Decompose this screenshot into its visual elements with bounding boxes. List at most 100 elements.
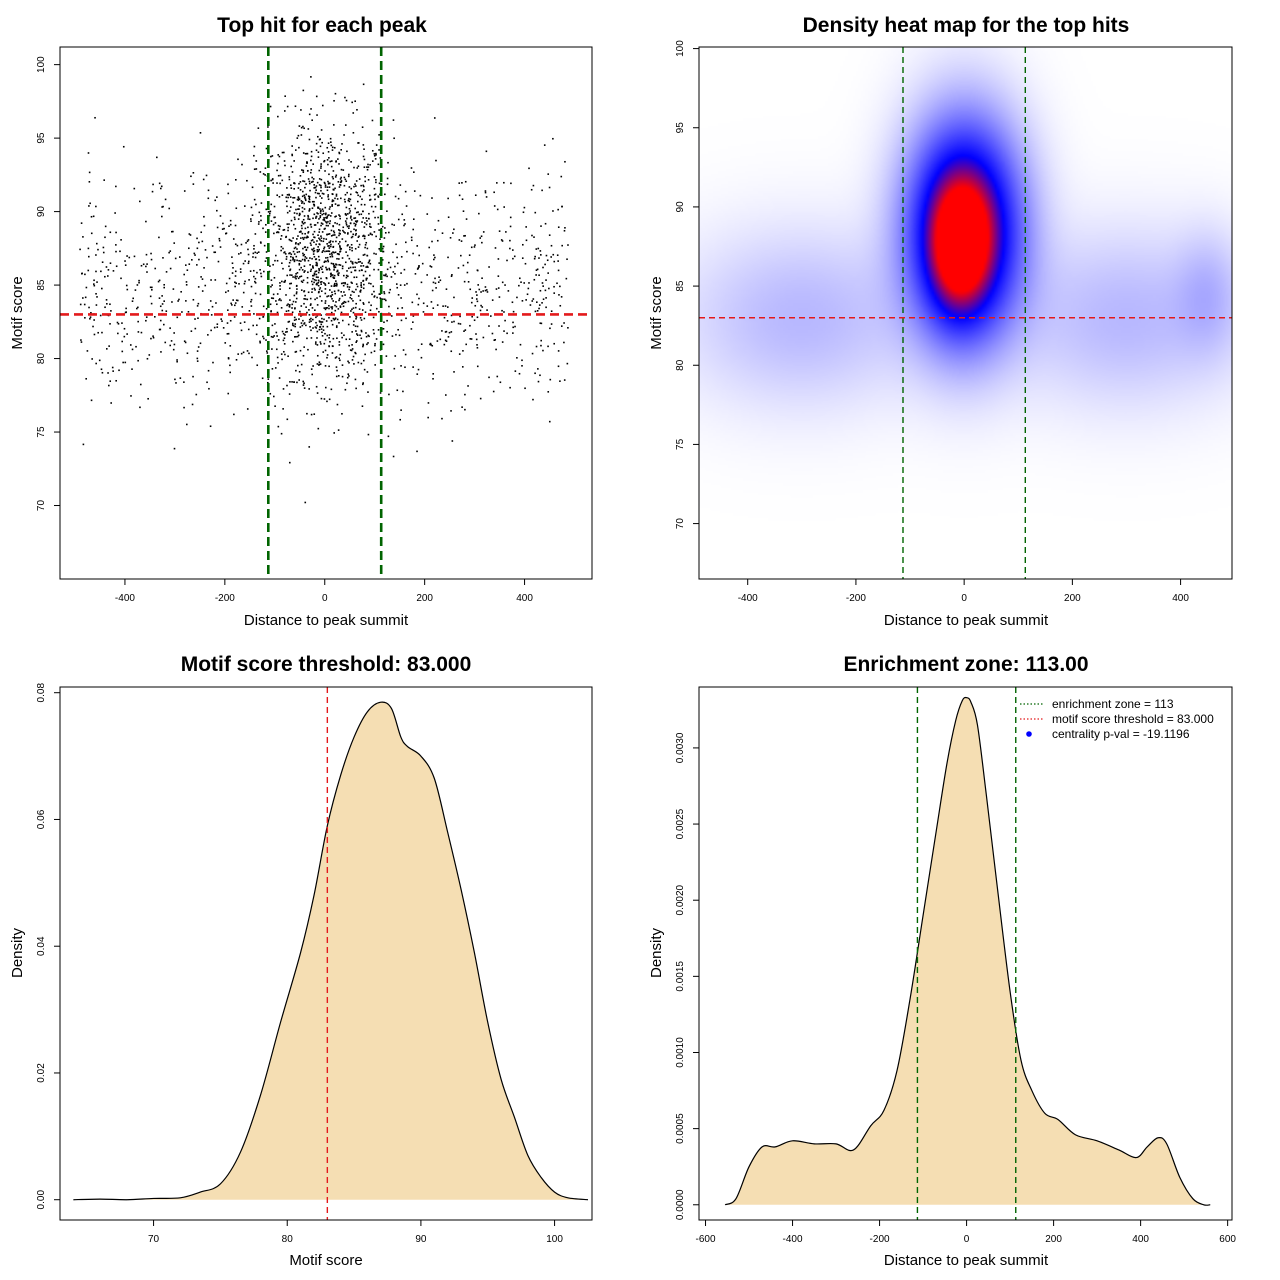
scatter-point xyxy=(362,303,365,305)
scatter-point xyxy=(151,190,154,193)
scatter-point xyxy=(282,332,285,335)
scatter-point xyxy=(342,282,345,284)
scatter-point xyxy=(250,220,252,223)
scatter-point xyxy=(294,242,297,245)
scatter-point xyxy=(95,254,97,256)
scatter-point xyxy=(422,302,425,305)
scatter-point xyxy=(323,219,326,222)
scatter-point xyxy=(270,310,272,313)
scatter-point xyxy=(324,302,327,304)
scatter-point xyxy=(290,253,293,256)
scatter-point xyxy=(536,310,539,312)
scatter-point xyxy=(541,302,543,304)
scatter-point xyxy=(333,234,336,236)
scatter-point xyxy=(435,287,437,289)
scatter-point xyxy=(334,357,337,359)
scatter-point xyxy=(214,279,217,281)
scatter-point xyxy=(505,231,507,233)
scatter-point xyxy=(187,310,190,313)
scatter-point xyxy=(363,317,366,320)
scatter-point xyxy=(294,276,296,279)
scatter-point xyxy=(357,295,360,297)
scatter-point xyxy=(255,203,257,206)
scatter-point xyxy=(338,186,341,188)
scatter-point xyxy=(296,364,299,367)
scatter-point xyxy=(533,236,535,238)
scatter-point xyxy=(348,246,351,249)
scatter-point xyxy=(136,307,138,310)
scatter-point xyxy=(234,285,236,288)
scatter-point xyxy=(338,272,340,274)
scatter-point xyxy=(293,223,295,226)
scatter-point xyxy=(520,281,522,283)
scatter-point xyxy=(355,283,358,285)
scatter-point xyxy=(264,167,267,169)
scatter-point xyxy=(318,237,320,240)
scatter-point xyxy=(282,229,285,231)
scatter-point xyxy=(357,246,360,248)
scatter-point xyxy=(254,280,256,283)
scatter-point xyxy=(393,224,395,226)
scatter-point xyxy=(253,248,255,250)
scatter-point xyxy=(362,359,365,362)
scatter-point xyxy=(442,305,444,307)
scatter-point xyxy=(123,335,126,338)
scatter-point xyxy=(355,276,358,279)
scatter-point xyxy=(243,282,246,285)
scatter-point xyxy=(328,345,330,347)
scatter-point xyxy=(413,171,415,173)
scatter-point xyxy=(139,383,142,386)
scatter-point xyxy=(485,150,488,153)
scatter-point xyxy=(317,271,320,274)
scatter-point xyxy=(221,228,224,230)
scatter-point xyxy=(323,318,325,321)
scatter-point xyxy=(486,309,488,311)
scatter-point xyxy=(240,352,243,355)
scatter-point xyxy=(272,182,274,184)
scatter-point xyxy=(349,296,352,299)
scatter-point xyxy=(390,276,393,278)
scatter-point xyxy=(378,149,380,151)
scatter-point xyxy=(315,217,317,219)
scatter-point xyxy=(314,258,317,261)
scatter-point xyxy=(216,323,219,325)
scatter-point xyxy=(432,307,435,309)
scatter-point xyxy=(379,297,382,300)
scatter-point xyxy=(239,268,242,270)
scatter-point xyxy=(334,292,337,295)
scatter-point xyxy=(244,280,246,283)
scatter-point xyxy=(305,165,308,167)
scatter-point xyxy=(353,166,355,169)
scatter-point xyxy=(150,252,152,255)
scatter-point xyxy=(277,425,280,428)
scatter-point xyxy=(149,286,152,289)
scatter-point xyxy=(296,335,299,338)
scatter-point xyxy=(288,287,291,290)
scatter-point xyxy=(263,270,265,273)
scatter-point xyxy=(108,384,110,387)
scatter-point xyxy=(404,366,406,369)
scatter-point xyxy=(308,318,311,321)
scatter-point xyxy=(115,379,117,382)
scatter-point xyxy=(156,156,158,159)
scatter-point xyxy=(294,323,297,325)
scatter-point xyxy=(482,290,484,292)
scatter-point xyxy=(467,281,470,283)
scatter-point xyxy=(501,309,503,312)
scatter-point xyxy=(109,380,112,382)
scatter-point xyxy=(234,281,236,284)
scatter-point xyxy=(366,371,369,373)
scatter-point xyxy=(179,377,182,379)
scatter-point xyxy=(328,182,331,185)
scatter-point xyxy=(283,337,286,340)
scatter-point xyxy=(312,250,315,253)
scatter-point xyxy=(441,232,444,234)
scatter-point xyxy=(567,244,569,246)
scatter-point xyxy=(388,393,390,396)
scatter-point xyxy=(324,300,327,302)
scatter-point xyxy=(412,218,415,221)
scatter-point xyxy=(324,284,327,286)
scatter-point xyxy=(267,378,270,380)
scatter-point xyxy=(462,210,465,212)
